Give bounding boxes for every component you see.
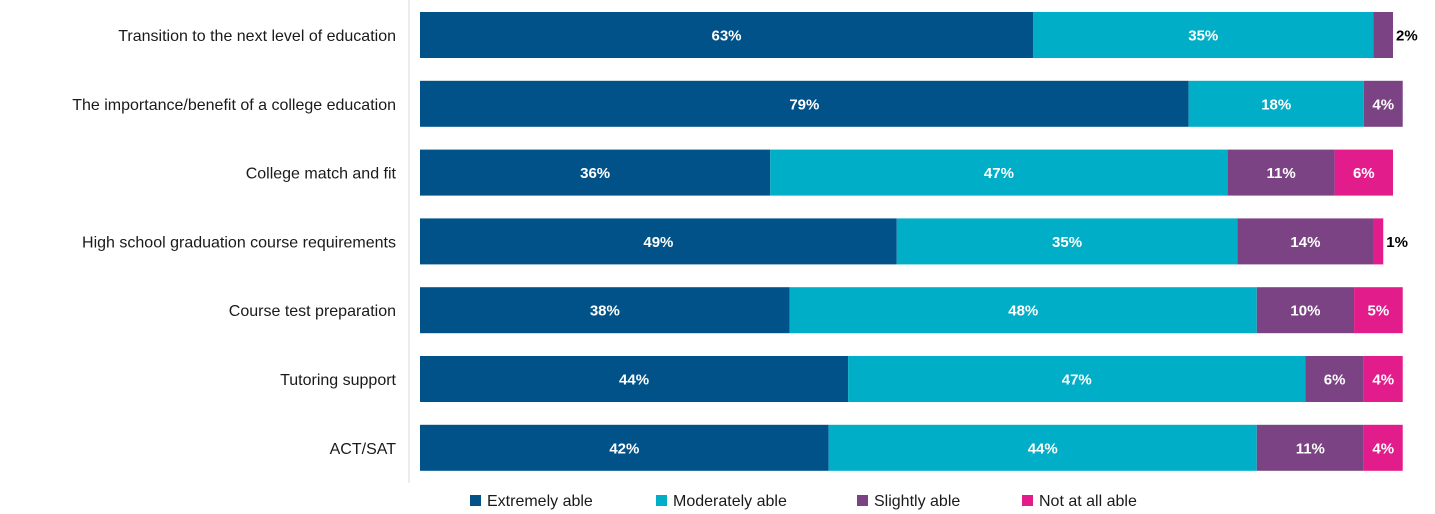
legend-label: Extremely able (487, 493, 593, 510)
data-label: 1% (1386, 234, 1408, 251)
data-label: 6% (1324, 372, 1346, 389)
bar-segment-extremely-able (420, 287, 790, 334)
legend-swatch (470, 495, 481, 506)
category-label: Course test preparation (229, 303, 396, 320)
legend-swatch (857, 495, 868, 506)
bar-segment-slightly-able (1373, 12, 1393, 58)
bar-segment-extremely-able (420, 149, 771, 196)
data-label: 18% (1261, 96, 1291, 113)
bar-segment-slightly-able (1256, 287, 1355, 334)
data-label: 38% (590, 303, 620, 320)
bar-segment-slightly-able (1363, 80, 1403, 127)
legend-label: Not at all able (1039, 493, 1137, 510)
category-label: Transition to the next level of educatio… (118, 28, 396, 45)
legend-item-not-at-all-able: Not at all able (1022, 493, 1137, 510)
category-label: Tutoring support (280, 372, 396, 389)
data-label: 35% (1052, 234, 1082, 251)
data-label: 44% (1028, 440, 1058, 457)
bars: 63% 35% 2% 79% 18% 4% 36% 47% 11% 6% 49% 35% 14% 1% 38… (420, 12, 1418, 471)
bar-segment-slightly-able (1256, 424, 1364, 471)
bar-segment-moderately-able (1032, 12, 1374, 58)
data-label: 14% (1290, 234, 1320, 251)
bar-segment-moderately-able (1188, 80, 1364, 127)
data-label: 11% (1267, 165, 1296, 182)
data-label: 44% (619, 372, 649, 389)
data-label: 4% (1372, 440, 1394, 457)
bar-segment-extremely-able (420, 80, 1189, 127)
data-label: 36% (580, 165, 610, 182)
legend-item-extremely-able: Extremely able (470, 493, 593, 510)
category-label: College match and fit (246, 166, 397, 183)
category-label: ACT/SAT (330, 441, 397, 458)
data-label: 47% (984, 165, 1014, 182)
legend-item-moderately-able: Moderately able (656, 493, 787, 510)
data-label: 79% (789, 96, 819, 113)
bar-segment-moderately-able (789, 287, 1257, 334)
bar-row: 63% 35% 2% (420, 12, 1418, 58)
data-label: 48% (1008, 303, 1038, 320)
bar-segment-not-at-all-able (1363, 424, 1403, 471)
bar-segment-extremely-able (420, 218, 897, 265)
data-label: 35% (1188, 28, 1218, 45)
bar-segment-slightly-able (1227, 149, 1335, 196)
bar-segment-moderately-able (848, 356, 1306, 402)
data-label: 6% (1353, 165, 1375, 182)
bar-row: 36% 47% 11% 6% (420, 149, 1393, 196)
data-label: 4% (1372, 372, 1394, 389)
data-label: 42% (609, 440, 639, 457)
data-label: 10% (1290, 303, 1320, 320)
category-label: High school graduation course requiremen… (82, 234, 396, 251)
legend: Extremely able Moderately able Slightly ab… (470, 493, 1137, 510)
data-label: 49% (643, 234, 673, 251)
category-label: The importance/benefit of a college educ… (72, 97, 396, 114)
bar-row: 79% 18% 4% (420, 80, 1403, 127)
data-label: 2% (1396, 28, 1418, 45)
data-label: 63% (711, 28, 741, 45)
bar-segment-slightly-able (1305, 356, 1364, 402)
category-labels: Transition to the next level of educatio… (72, 28, 396, 458)
legend-swatch (656, 495, 667, 506)
bar-segment-moderately-able (828, 424, 1257, 471)
data-label: 47% (1062, 372, 1092, 389)
bar-segment-not-at-all-able (1334, 149, 1393, 196)
bar-segment-slightly-able (1237, 218, 1374, 265)
data-label: 11% (1296, 440, 1325, 457)
bar-segment-moderately-able (896, 218, 1238, 265)
bar-segment-extremely-able (420, 12, 1033, 58)
bar-segment-not-at-all-able (1373, 218, 1384, 265)
legend-label: Slightly able (874, 493, 960, 510)
bar-row: 38% 48% 10% 5% (420, 287, 1403, 334)
bar-segment-moderately-able (770, 149, 1228, 196)
bar-segment-extremely-able (420, 424, 829, 471)
data-label: 5% (1368, 303, 1390, 320)
legend-label: Moderately able (673, 493, 787, 510)
legend-item-slightly-able: Slightly able (857, 493, 960, 510)
legend-swatch (1022, 495, 1033, 506)
bar-segment-not-at-all-able (1354, 287, 1403, 334)
bar-row: 42% 44% 11% 4% (420, 424, 1403, 471)
bar-segment-not-at-all-able (1363, 356, 1403, 402)
bar-row: 49% 35% 14% 1% (420, 218, 1408, 265)
bar-row: 44% 47% 6% 4% (420, 356, 1403, 402)
data-label: 4% (1372, 96, 1394, 113)
bar-segment-extremely-able (420, 356, 849, 402)
